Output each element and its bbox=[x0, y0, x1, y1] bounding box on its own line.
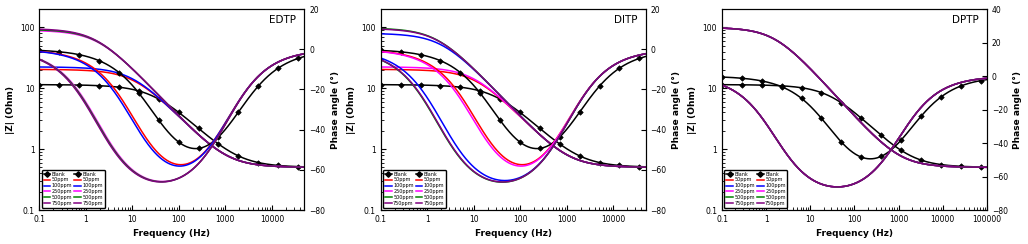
Legend: Blank, 50ppm, 100ppm, 250ppm, 500ppm, 750ppm, Blank, 50ppm, 100ppm, 250ppm, 500p: Blank, 50ppm, 100ppm, 250ppm, 500ppm, 75… bbox=[725, 170, 787, 208]
Y-axis label: Phase angle (°): Phase angle (°) bbox=[672, 71, 682, 149]
Legend: Blank, 50ppm, 100ppm, 250ppm, 500ppm, 750ppm, Blank, 50ppm, 100ppm, 250ppm, 500p: Blank, 50ppm, 100ppm, 250ppm, 500ppm, 75… bbox=[383, 170, 446, 208]
Text: EDTP: EDTP bbox=[269, 15, 296, 25]
X-axis label: Frequency (Hz): Frequency (Hz) bbox=[475, 229, 552, 238]
Y-axis label: Phase angle (°): Phase angle (°) bbox=[331, 71, 340, 149]
Y-axis label: |Z| (Ohm): |Z| (Ohm) bbox=[688, 86, 697, 133]
X-axis label: Frequency (Hz): Frequency (Hz) bbox=[134, 229, 211, 238]
Y-axis label: |Z| (Ohm): |Z| (Ohm) bbox=[346, 86, 356, 133]
Text: DITP: DITP bbox=[614, 15, 637, 25]
Y-axis label: Phase angle (°): Phase angle (°) bbox=[1014, 71, 1023, 149]
Legend: Blank, 50ppm, 100ppm, 250ppm, 500ppm, 750ppm, Blank, 50ppm, 100ppm, 250ppm, 500p: Blank, 50ppm, 100ppm, 250ppm, 500ppm, 75… bbox=[42, 170, 105, 208]
Y-axis label: |Z| (Ohm): |Z| (Ohm) bbox=[5, 86, 14, 133]
X-axis label: Frequency (Hz): Frequency (Hz) bbox=[816, 229, 893, 238]
Text: DPTP: DPTP bbox=[952, 15, 979, 25]
